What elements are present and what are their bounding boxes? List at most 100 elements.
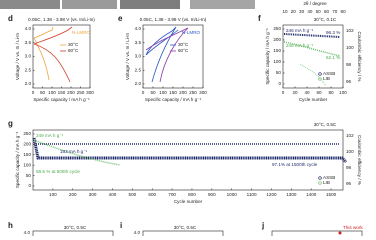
- tick-label: 4.0: [134, 230, 141, 235]
- legend-label: 30°C: [68, 42, 79, 47]
- tick-label: 50: [150, 90, 156, 95]
- legend-marker: [318, 181, 322, 185]
- tick-label: 500: [129, 192, 137, 197]
- axis-label: Specific capacity / mA h g⁻¹: [15, 131, 20, 188]
- tick-label: 0: [282, 90, 285, 95]
- tick-label: 1300: [286, 192, 297, 197]
- panel-label: j: [261, 221, 264, 230]
- tick-label: 100: [273, 59, 281, 64]
- legend-marker: [318, 72, 322, 76]
- tick-label: 80: [341, 9, 347, 14]
- tick-label: 20: [292, 90, 298, 95]
- legend-label: ASSB: [323, 71, 335, 76]
- tick-label: 40: [307, 9, 313, 14]
- tick-label: 4.0: [135, 26, 142, 31]
- panel-label: e: [118, 14, 123, 23]
- tick-label: 102: [346, 28, 354, 33]
- tick-label: 30: [299, 9, 305, 14]
- cycling-data: [32, 33, 348, 166]
- annotation: 246 mA h g⁻¹: [286, 28, 314, 33]
- axis-label: Coulombic efficiency / %: [357, 135, 362, 185]
- panel-label: i: [120, 221, 122, 230]
- panel-label: f: [258, 14, 261, 23]
- tick-label: 150: [169, 90, 177, 95]
- micrograph: [0, 0, 60, 9]
- axis-label: Specific capacity / mA h g⁻¹: [33, 97, 90, 102]
- tick-label: 900: [208, 192, 216, 197]
- tick-label: 3.0: [25, 54, 32, 59]
- legend-marker: [318, 77, 322, 81]
- annotation: 68.5 % at 500th cycle: [36, 169, 80, 174]
- legend-label: 60°C: [68, 48, 79, 53]
- tick-label: 80: [328, 90, 334, 95]
- micrograph: [190, 0, 255, 9]
- plot-frame: [282, 24, 344, 89]
- plot-frame: [271, 230, 363, 236]
- tick-label: 150: [58, 90, 66, 95]
- tick-label: 250: [189, 90, 197, 95]
- tick-label: 200: [23, 142, 31, 147]
- tick-label: 10: [282, 9, 288, 14]
- annotation: 96.3 %: [326, 30, 340, 35]
- tick-label: 1500: [326, 192, 337, 197]
- legend-label: 30°C: [178, 42, 189, 47]
- tick-label: 400: [109, 192, 117, 197]
- tick-label: 20: [291, 9, 297, 14]
- tick-label: 1400: [306, 192, 317, 197]
- tick-label: 3.0: [135, 54, 142, 59]
- panel-title: 30°C, 0.5C: [314, 122, 337, 127]
- tick-label: 100: [49, 192, 57, 197]
- axis-label: Voltage / V vs. In / Li-In: [125, 32, 130, 80]
- tick-label: 1200: [266, 192, 277, 197]
- tick-label: 100: [339, 90, 347, 95]
- material-label: N-LMRO: [182, 30, 201, 35]
- axis-label: Coulombic efficiency / %: [357, 32, 362, 82]
- panel-title: 30°C, 0.1C: [314, 17, 337, 22]
- tick-label: 100: [346, 149, 354, 154]
- tick-label: 3.5: [135, 40, 142, 45]
- legend-label: 60°C: [178, 48, 189, 53]
- tick-label: 300: [86, 90, 94, 95]
- annotation: 249 mA h g⁻¹: [36, 133, 64, 138]
- plot-frame: [142, 230, 224, 236]
- tick-label: 2.0: [25, 81, 32, 86]
- annotation: 249 mA h g⁻¹: [286, 43, 314, 48]
- tick-label: 250: [23, 131, 31, 136]
- annotation: 97.1% at 1500th cycle: [272, 162, 318, 167]
- axis-label: Voltage / V vs. In / Li-In: [15, 32, 20, 80]
- annotation: 183 mA h g⁻¹: [60, 149, 88, 154]
- tick-label: 50: [26, 173, 32, 178]
- axis-label: 2θ / degree: [303, 1, 327, 6]
- tick-label: 0: [32, 90, 35, 95]
- tick-label: 2.0: [135, 81, 142, 86]
- tick-label: 0: [28, 183, 31, 188]
- micrograph: [62, 0, 117, 9]
- tick-label: 50: [276, 70, 282, 75]
- tick-label: 98: [346, 62, 352, 67]
- tick-label: 0: [278, 81, 281, 86]
- tick-label: 200: [67, 90, 75, 95]
- tick-label: 200: [69, 192, 77, 197]
- tick-label: 800: [188, 192, 196, 197]
- plot-frame: [32, 230, 114, 236]
- tick-label: 300: [89, 192, 97, 197]
- tick-label: 70: [332, 9, 338, 14]
- tick-label: 100: [23, 162, 31, 167]
- tick-label: 1100: [247, 192, 257, 197]
- annotation: 62.1 %: [326, 55, 340, 60]
- tick-label: 700: [168, 192, 176, 197]
- tick-label: 200: [273, 37, 281, 42]
- plot-frame: [32, 129, 344, 191]
- axis-label: Cycle number: [299, 97, 328, 102]
- legend-label: ASSB: [323, 175, 335, 180]
- tick-label: 100: [48, 90, 56, 95]
- legend-label: This work: [343, 225, 363, 230]
- tick-label: 4.0: [24, 230, 31, 235]
- tick-label: 102: [346, 133, 354, 138]
- tick-label: 1000: [227, 192, 238, 197]
- marker: [338, 231, 342, 235]
- tick-label: 300: [199, 90, 207, 95]
- voltage-curves: [33, 26, 189, 83]
- panel-title: 0.05C, 1.38 - 3.98 V (vs. In/Li-In): [28, 17, 95, 22]
